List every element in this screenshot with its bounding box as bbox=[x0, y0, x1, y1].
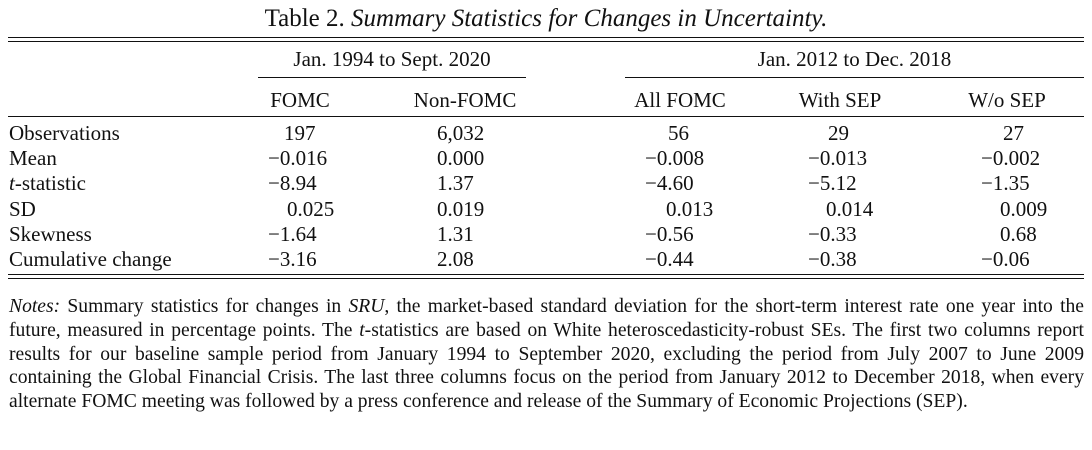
cell-mean-with-sep: −0.013 bbox=[808, 146, 868, 170]
group-header-sep-period: Jan. 2012 to Dec. 2018 bbox=[757, 47, 952, 71]
cell-obs-fomc: 197 bbox=[284, 121, 316, 145]
notes-sru: SRU bbox=[348, 296, 385, 317]
cell-t-all-fomc: −4.60 bbox=[645, 171, 694, 195]
col-header-without-sep: W/o SEP bbox=[968, 88, 1046, 112]
cell-skew-without-sep: 0.68 bbox=[1000, 222, 1037, 246]
row-label-skewness: Skewness bbox=[9, 222, 92, 246]
col-header-all-fomc: All FOMC bbox=[634, 88, 726, 112]
col-header-fomc: FOMC bbox=[270, 88, 330, 112]
row-label-cumulative-change: Cumulative change bbox=[9, 247, 172, 271]
cell-skew-all-fomc: −0.56 bbox=[645, 222, 694, 246]
cell-sd-with-sep: 0.014 bbox=[826, 197, 874, 221]
top-rule bbox=[8, 37, 1084, 39]
group-rule-sep-period bbox=[625, 77, 1084, 79]
row-label-t-rest: -statistic bbox=[14, 171, 86, 195]
cell-t-with-sep: −5.12 bbox=[808, 171, 857, 195]
group-header-baseline: Jan. 1994 to Sept. 2020 bbox=[293, 47, 491, 71]
row-label-sd: SD bbox=[9, 197, 36, 221]
cell-obs-non-fomc: 6,032 bbox=[437, 121, 485, 145]
table-caption: Table 2. Summary Statistics for Changes … bbox=[0, 4, 1092, 34]
cell-cum-with-sep: −0.38 bbox=[808, 247, 857, 271]
notes-text-1: Summary statistics for changes in bbox=[60, 296, 349, 317]
notes-text-3: -statistics are based on White heterosce… bbox=[9, 319, 1085, 413]
row-label-t-statistic: t-statistic bbox=[9, 171, 86, 196]
caption-title: Summary Statistics for Changes in Uncert… bbox=[351, 5, 828, 32]
table-notes: Notes: Summary statistics for changes in… bbox=[9, 295, 1084, 414]
notes-label: Notes: bbox=[9, 296, 61, 317]
cell-mean-all-fomc: −0.008 bbox=[645, 146, 705, 170]
cell-obs-without-sep: 27 bbox=[1003, 121, 1024, 145]
cell-skew-non-fomc: 1.31 bbox=[437, 222, 474, 246]
cell-sd-fomc: 0.025 bbox=[287, 197, 335, 221]
notes-t: t bbox=[359, 319, 365, 341]
cell-cum-fomc: −3.16 bbox=[268, 247, 317, 271]
cell-mean-without-sep: −0.002 bbox=[981, 146, 1041, 170]
cell-t-non-fomc: 1.37 bbox=[437, 171, 474, 195]
row-label-mean: Mean bbox=[9, 146, 57, 170]
cell-obs-with-sep: 29 bbox=[828, 121, 849, 145]
bottom-rule bbox=[8, 274, 1084, 276]
cell-cum-all-fomc: −0.44 bbox=[645, 247, 694, 271]
cell-sd-all-fomc: 0.013 bbox=[666, 197, 714, 221]
col-header-with-sep: With SEP bbox=[798, 88, 882, 112]
cell-t-fomc: −8.94 bbox=[268, 171, 317, 195]
cell-skew-fomc: −1.64 bbox=[268, 222, 317, 246]
cell-t-without-sep: −1.35 bbox=[981, 171, 1030, 195]
cell-obs-all-fomc: 56 bbox=[668, 121, 689, 145]
cell-sd-non-fomc: 0.019 bbox=[437, 197, 485, 221]
header-rule bbox=[8, 116, 1084, 118]
col-header-non-fomc: Non-FOMC bbox=[413, 88, 517, 112]
cell-sd-without-sep: 0.009 bbox=[1000, 197, 1048, 221]
cell-cum-without-sep: −0.06 bbox=[981, 247, 1030, 271]
cell-mean-fomc: −0.016 bbox=[268, 146, 328, 170]
top-rule-inner bbox=[8, 41, 1084, 43]
row-label-observations: Observations bbox=[9, 121, 120, 145]
bottom-rule-inner bbox=[8, 278, 1084, 280]
caption-label: Table 2. bbox=[264, 5, 345, 32]
cell-skew-with-sep: −0.33 bbox=[808, 222, 857, 246]
notes-text-2: , the market-based standard deviation fo… bbox=[9, 296, 1085, 341]
row-label-t-italic: t bbox=[9, 171, 15, 195]
cell-mean-non-fomc: 0.000 bbox=[437, 146, 485, 170]
cell-cum-non-fomc: 2.08 bbox=[437, 247, 474, 271]
group-rule-baseline bbox=[258, 77, 526, 79]
